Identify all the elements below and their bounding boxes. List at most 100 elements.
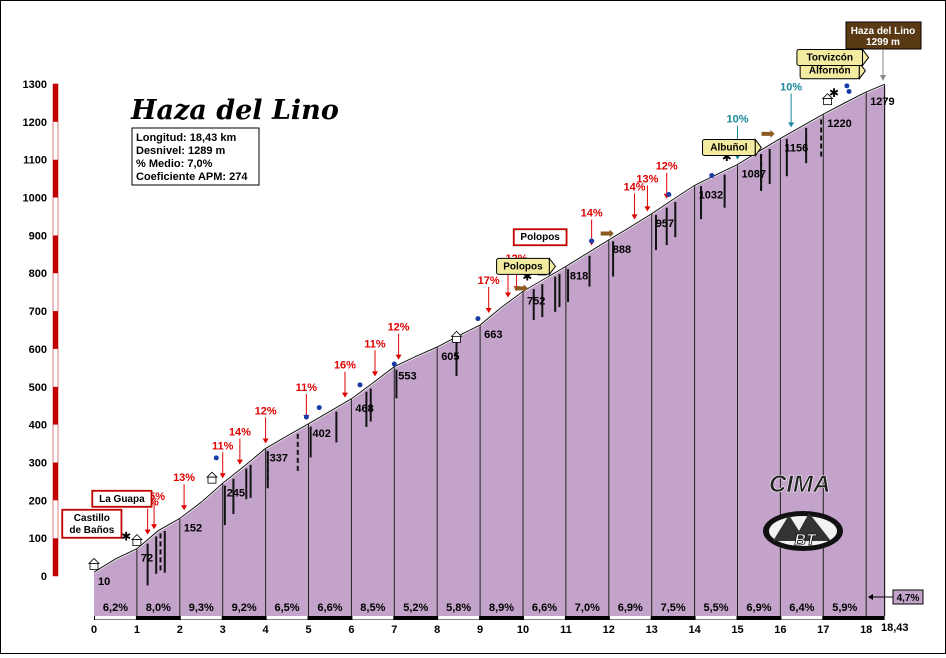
ramp-arrow-head (485, 307, 492, 313)
place-sign-text: Polopos (503, 261, 543, 272)
ramp-grade-label: 11% (364, 338, 386, 350)
segment-gradient-label: 6,6% (532, 602, 557, 614)
elevation-label: 605 (441, 351, 459, 363)
direction-arrow-icon (514, 284, 528, 293)
x-axis-band (738, 616, 780, 620)
x-axis-band (180, 616, 222, 620)
segment-gradient-label: 8,9% (489, 602, 514, 614)
elevation-label: 1220 (827, 118, 851, 130)
fountain-icon (391, 361, 397, 367)
x-axis-band (395, 616, 437, 620)
altitude-scale-band (53, 424, 58, 463)
summit-altitude: 1299 m (866, 37, 900, 48)
x-axis-band (566, 616, 608, 620)
ramp-grade-label: 14% (624, 181, 646, 193)
segment-gradient-label: 8,0% (146, 602, 171, 614)
elevation-label: 1156 (784, 142, 808, 154)
place-sign: Torvizcón (796, 47, 870, 67)
y-tick-label: 100 (29, 533, 47, 545)
house-icon (88, 557, 100, 564)
elevation-label: 752 (527, 295, 545, 307)
ramp-arrow-head (644, 206, 651, 212)
fountain-icon (844, 83, 850, 89)
y-tick-label: 200 (29, 495, 47, 507)
ramp-grade-label: 12% (388, 322, 410, 334)
place-sign-text: Polopos (520, 232, 560, 243)
x-tick-label: 7 (391, 624, 397, 636)
place-sign-text: Torvizcón (806, 52, 852, 63)
x-tick-label: 12 (603, 624, 615, 636)
elevation-label: 152 (184, 522, 202, 534)
fountain-icon (846, 89, 852, 95)
x-axis-band (266, 616, 308, 620)
place-sign-arrow (754, 138, 762, 158)
elevation-label: 72 (141, 553, 153, 565)
x-tick-label: 3 (220, 624, 226, 636)
x-tick-label: 0 (91, 624, 97, 636)
x-tick-label: 8 (434, 624, 440, 636)
place-sign-text: La Guapa (99, 494, 145, 505)
altitude-scale-band (53, 235, 58, 274)
place-sign-text: Alfornón (809, 66, 851, 77)
segment-gradient-label: 7,0% (575, 602, 600, 614)
elevation-label: 245 (227, 487, 245, 499)
elevation-label: 10 (98, 576, 110, 588)
x-tick-label: 4 (263, 624, 270, 636)
x-axis-band (95, 616, 136, 620)
ramp-arrow-head (341, 392, 348, 398)
fountain-icon (709, 173, 715, 179)
ramp-grade-label: 11% (296, 382, 318, 394)
x-axis-band (695, 616, 737, 620)
final-gradient-label: 4,7% (897, 593, 920, 604)
altitude-scale-band (53, 121, 58, 160)
altitude-scale-band (53, 273, 58, 312)
ramp-grade-label: 16% (334, 360, 356, 372)
segment-gradient-label: 9,2% (232, 602, 257, 614)
chart-title: Haza del Lino (130, 95, 339, 126)
y-tick-label: 600 (29, 344, 47, 356)
y-tick-label: 700 (29, 306, 47, 318)
x-axis-band (137, 616, 179, 620)
fountain-icon (475, 316, 481, 322)
house-icon-body (207, 476, 217, 484)
segment-gradient-label: 5,9% (832, 602, 857, 614)
ramp-arrow-head (504, 292, 511, 298)
ramp-arrow-head (371, 371, 378, 377)
place-sign: Polopos (512, 228, 568, 247)
ramp-grade-label: 17% (478, 275, 500, 287)
altitude-scale-band (53, 462, 58, 501)
x-tick-label: 17 (817, 624, 829, 636)
stat-elevation-gain: Desnivel: 1289 m (136, 145, 225, 157)
segment-gradient-label: 6,5% (275, 602, 300, 614)
stat-apm-coefficient: Coeficiente APM: 274 (136, 171, 248, 183)
ramp-grade-label: 13% (173, 472, 195, 484)
x-axis-band (481, 616, 522, 620)
fountain-icon (213, 455, 219, 461)
junction-star-icon: ✱ (522, 269, 532, 283)
x-tick-label: 6 (348, 624, 354, 636)
house-icon-body (452, 335, 461, 343)
stat-length: Longitud: 18,43 km (136, 132, 236, 144)
ramp-grade-label: 12% (255, 405, 277, 417)
y-tick-label: 400 (29, 420, 47, 432)
segment-gradient-label: 6,6% (317, 602, 342, 614)
house-icon-body (89, 563, 99, 570)
profile-area (94, 84, 885, 617)
house-icon-body (823, 98, 832, 106)
fountain-icon (303, 414, 309, 420)
stat-average-grade: % Medio: 7,0% (136, 158, 213, 170)
x-axis-band (609, 616, 651, 620)
x-tick-label: 18 (860, 624, 872, 636)
easy-grade-label: 10% (780, 81, 802, 93)
place-sign: Albuñol (702, 138, 762, 158)
segment-gradient-label: 7,5% (661, 602, 686, 614)
house-icon-body (132, 539, 142, 547)
place-sign: Polopos (496, 256, 557, 276)
svg-text:BT: BT (794, 532, 817, 549)
x-end-label: 18,43 (881, 622, 909, 634)
ramp-grade-label: 12% (656, 161, 678, 173)
y-tick-label: 300 (29, 457, 47, 469)
summit-name: Haza del Lino (851, 26, 915, 37)
